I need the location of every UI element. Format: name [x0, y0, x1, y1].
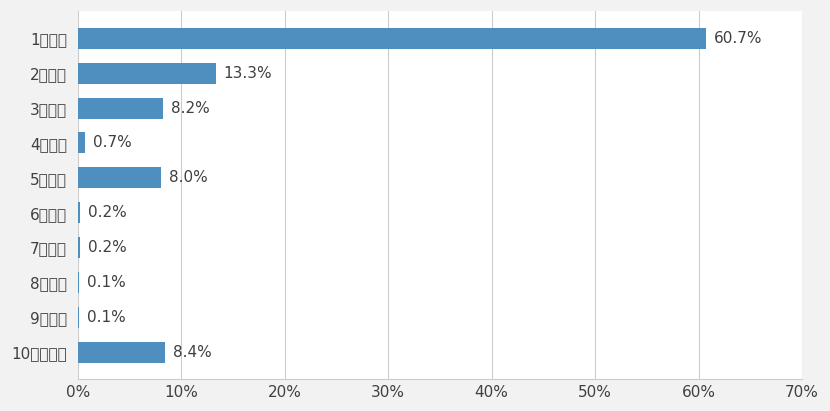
Bar: [78, 97, 163, 118]
Text: 0.7%: 0.7%: [94, 135, 132, 150]
Bar: [78, 132, 85, 153]
Text: 8.0%: 8.0%: [169, 170, 208, 185]
Text: 0.1%: 0.1%: [87, 275, 126, 290]
Bar: [78, 272, 79, 293]
Text: 0.2%: 0.2%: [88, 205, 127, 220]
Bar: [78, 307, 79, 328]
Text: 8.2%: 8.2%: [171, 101, 210, 115]
Text: 13.3%: 13.3%: [224, 66, 272, 81]
Bar: [78, 202, 80, 223]
Bar: [78, 167, 161, 188]
Text: 60.7%: 60.7%: [714, 31, 763, 46]
Text: 8.4%: 8.4%: [173, 345, 212, 360]
Text: 0.1%: 0.1%: [87, 310, 126, 325]
Bar: [78, 28, 706, 49]
Bar: [78, 63, 216, 84]
Bar: [78, 237, 80, 258]
Text: 0.2%: 0.2%: [88, 240, 127, 255]
Bar: [78, 342, 165, 363]
